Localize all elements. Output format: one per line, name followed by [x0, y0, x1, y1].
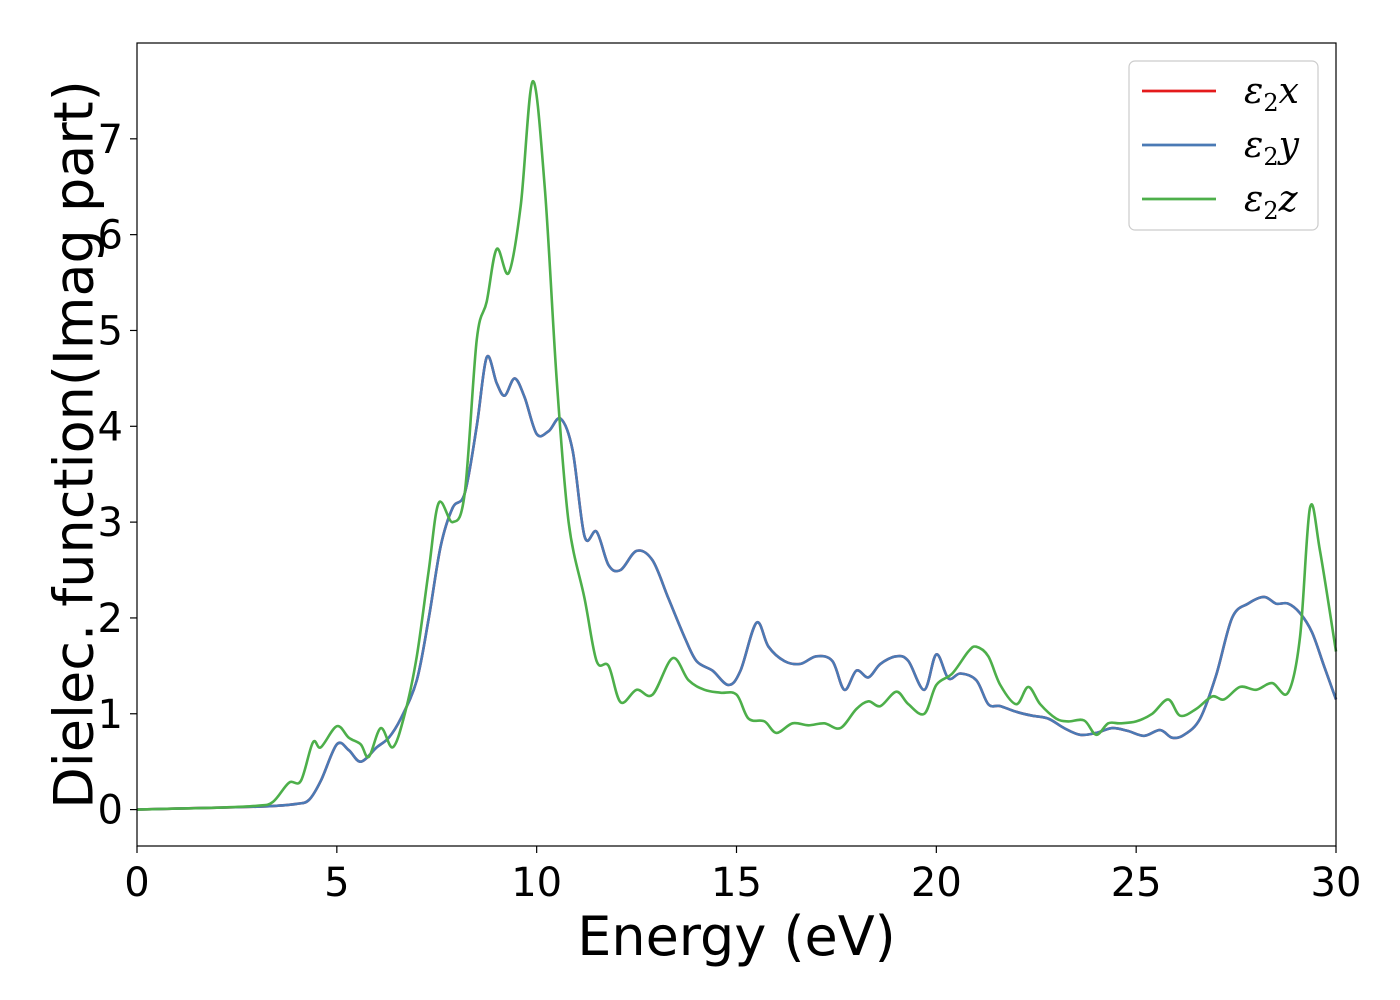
y-axis-ticks: 0 1 2 3 4 5 6 7	[98, 117, 137, 834]
y-axis-label: Dielec. function(Imag part)	[43, 80, 106, 809]
legend-label-x: ε2x	[1244, 71, 1299, 117]
y-tick-label: 4	[98, 404, 123, 450]
legend-box	[1128, 60, 1319, 231]
x-tick-label: 10	[511, 860, 562, 906]
y-tick-label: 0	[98, 788, 123, 834]
x-tick-label: 0	[124, 860, 149, 906]
y-tick-label: 7	[98, 117, 123, 163]
legend-label-y: ε2y	[1244, 125, 1300, 171]
y-tick-label: 5	[98, 308, 123, 354]
x-tick-label: 20	[911, 860, 962, 906]
y-tick-label: 3	[98, 500, 123, 546]
x-tick-label: 25	[1111, 860, 1162, 906]
y-tick-label: 6	[98, 213, 123, 259]
y-tick-label: 2	[98, 596, 123, 642]
series-layer	[136, 79, 1338, 811]
x-axis-label: Energy (eV)	[577, 905, 896, 968]
legend-label-z: ε2z	[1244, 179, 1299, 225]
y-tick-label: 1	[98, 692, 123, 738]
x-tick-label: 5	[324, 860, 349, 906]
series-line-y	[136, 354, 1338, 811]
legend: ε2x ε2y ε2z	[1128, 60, 1319, 231]
series-line-z	[136, 79, 1338, 811]
x-axis-ticks: 0 5 10 15 20 25 30	[124, 846, 1361, 906]
x-tick-label: 15	[711, 860, 762, 906]
x-tick-label: 30	[1311, 860, 1362, 906]
